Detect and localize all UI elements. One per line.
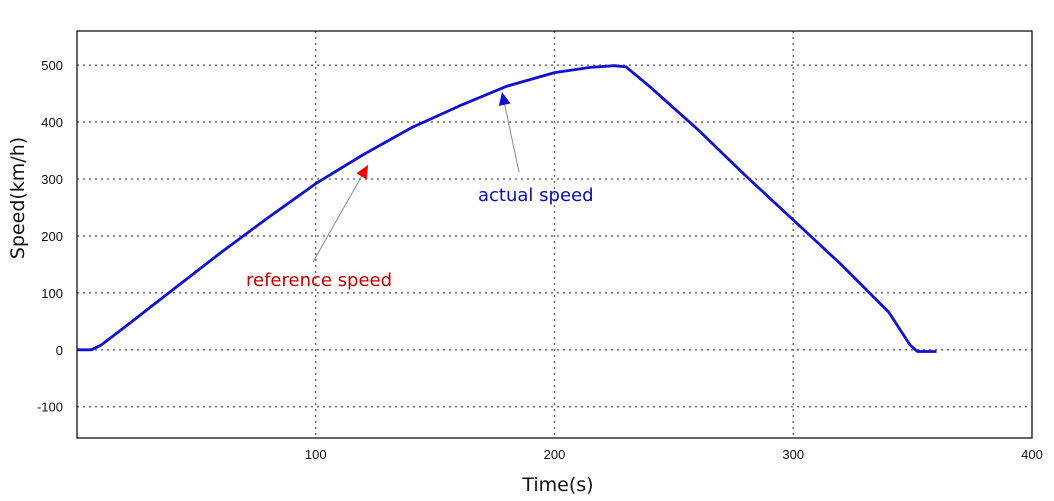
annotation-arrowhead (356, 165, 368, 180)
x-tick-label: 300 (782, 447, 804, 462)
x-tick-label: 400 (1021, 447, 1043, 462)
x-tick-label: 200 (544, 447, 566, 462)
y-axis-label: Speed(km/h) (7, 137, 29, 259)
annotation-reference-speed: reference speed (246, 164, 392, 291)
y-tick-label: 100 (41, 286, 63, 301)
plot-frame (76, 30, 1033, 439)
annotation-actual-speed: actual speed (478, 91, 594, 206)
tick-labels: -100 0 100 200 300 400 500 100 200 300 400 (37, 58, 1043, 462)
y-tick-label: 500 (41, 58, 63, 73)
series-lines (77, 64, 937, 353)
y-tick-label: 400 (41, 115, 63, 130)
annotation-leader-line (312, 164, 369, 263)
annotation-label: actual speed (478, 185, 594, 206)
y-tick-label: 300 (41, 172, 63, 187)
series-line-actual-speed (77, 64, 937, 353)
y-tick-label: -100 (37, 400, 63, 415)
annotation-label: reference speed (246, 270, 392, 291)
annotation-leader-line (501, 91, 520, 173)
grid-lines (77, 31, 1032, 438)
x-axis-label: Time(s) (521, 474, 593, 496)
annotations: reference speed actual speed (246, 91, 594, 291)
x-tick-label: 100 (305, 447, 327, 462)
series-line-reference-speed (77, 64, 937, 353)
y-tick-label: 0 (56, 343, 63, 358)
y-tick-label: 200 (41, 229, 63, 244)
annotation-arrowhead (498, 92, 511, 106)
